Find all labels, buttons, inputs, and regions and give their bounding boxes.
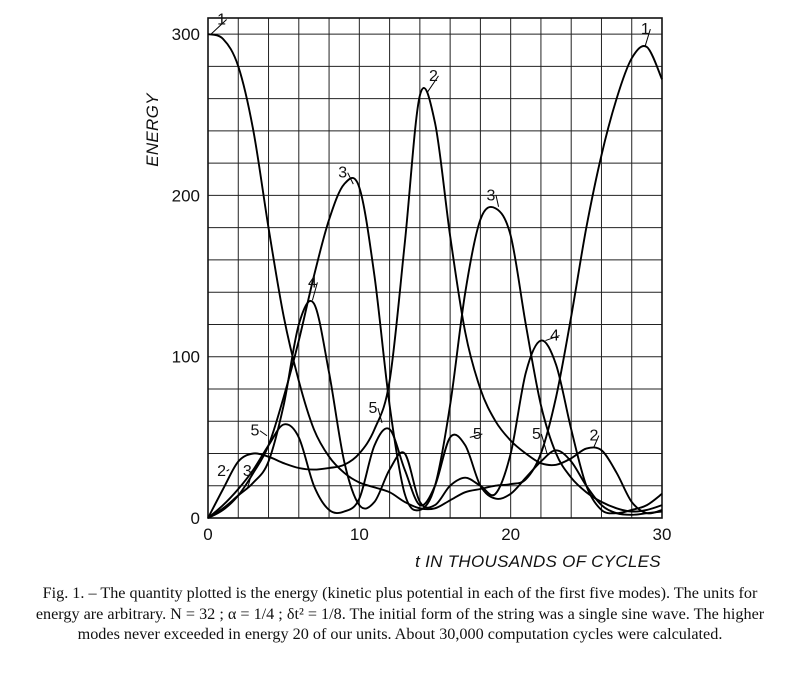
plot-border [207,17,663,519]
series-line-mode-5 [207,423,663,519]
mode-label: 4 [550,328,559,345]
mode-label-leader [644,28,651,46]
mode-label: 5 [250,423,259,440]
mode-label: 3 [487,187,496,204]
mode-label: 3 [338,165,347,182]
mode-label-leader [377,408,383,423]
mode-label: 3 [243,463,252,480]
mode-label-leader [540,433,548,454]
mode-label: 1 [641,21,650,38]
mode-label-leader [246,470,253,490]
mode-label-leader [593,435,600,448]
x-axis-label: t IN THOUSANDS OF CYCLES [415,552,661,571]
mode-label-leader [469,433,483,438]
y-tick-label: 0 [191,509,200,528]
mode-label-leader [311,282,318,301]
y-tick-label: 300 [172,25,200,44]
mode-label-leader [259,430,268,437]
mode-label: 1 [217,11,226,28]
figure-caption: Fig. 1. – The quantity plotted is the en… [35,584,765,643]
mode-label: 5 [473,426,482,443]
mode-label-leader [347,172,354,185]
mode-label: 2 [429,68,438,85]
x-tick-label: 10 [350,525,369,544]
plot-frame [207,17,663,519]
y-tick-labels: 0 100 200 300 [172,25,200,528]
mode-label-leader [495,195,500,207]
y-tick-label: 200 [172,186,200,205]
mode-label-leader [210,19,227,35]
series-line-mode-1 [207,33,663,511]
x-tick-label: 30 [653,525,672,544]
x-tick-labels: 0 10 20 30 [203,525,671,544]
x-tick-label: 20 [501,525,520,544]
x-tick-label: 0 [203,525,212,544]
mode-label: 5 [532,426,541,443]
series-lines [207,33,663,519]
y-axis-label: ENERGY [143,92,162,167]
mode-label: 2 [589,428,598,445]
y-tick-label: 100 [172,348,200,367]
mode-label-leader [545,335,560,342]
series-line-mode-2 [207,87,663,519]
mode-label: 2 [217,463,226,480]
mode-label: 4 [308,274,317,291]
mode-label: 5 [369,400,378,417]
mode-label-leader [427,75,439,93]
mode-label-leader [226,469,230,472]
series-line-mode-3 [207,177,663,519]
